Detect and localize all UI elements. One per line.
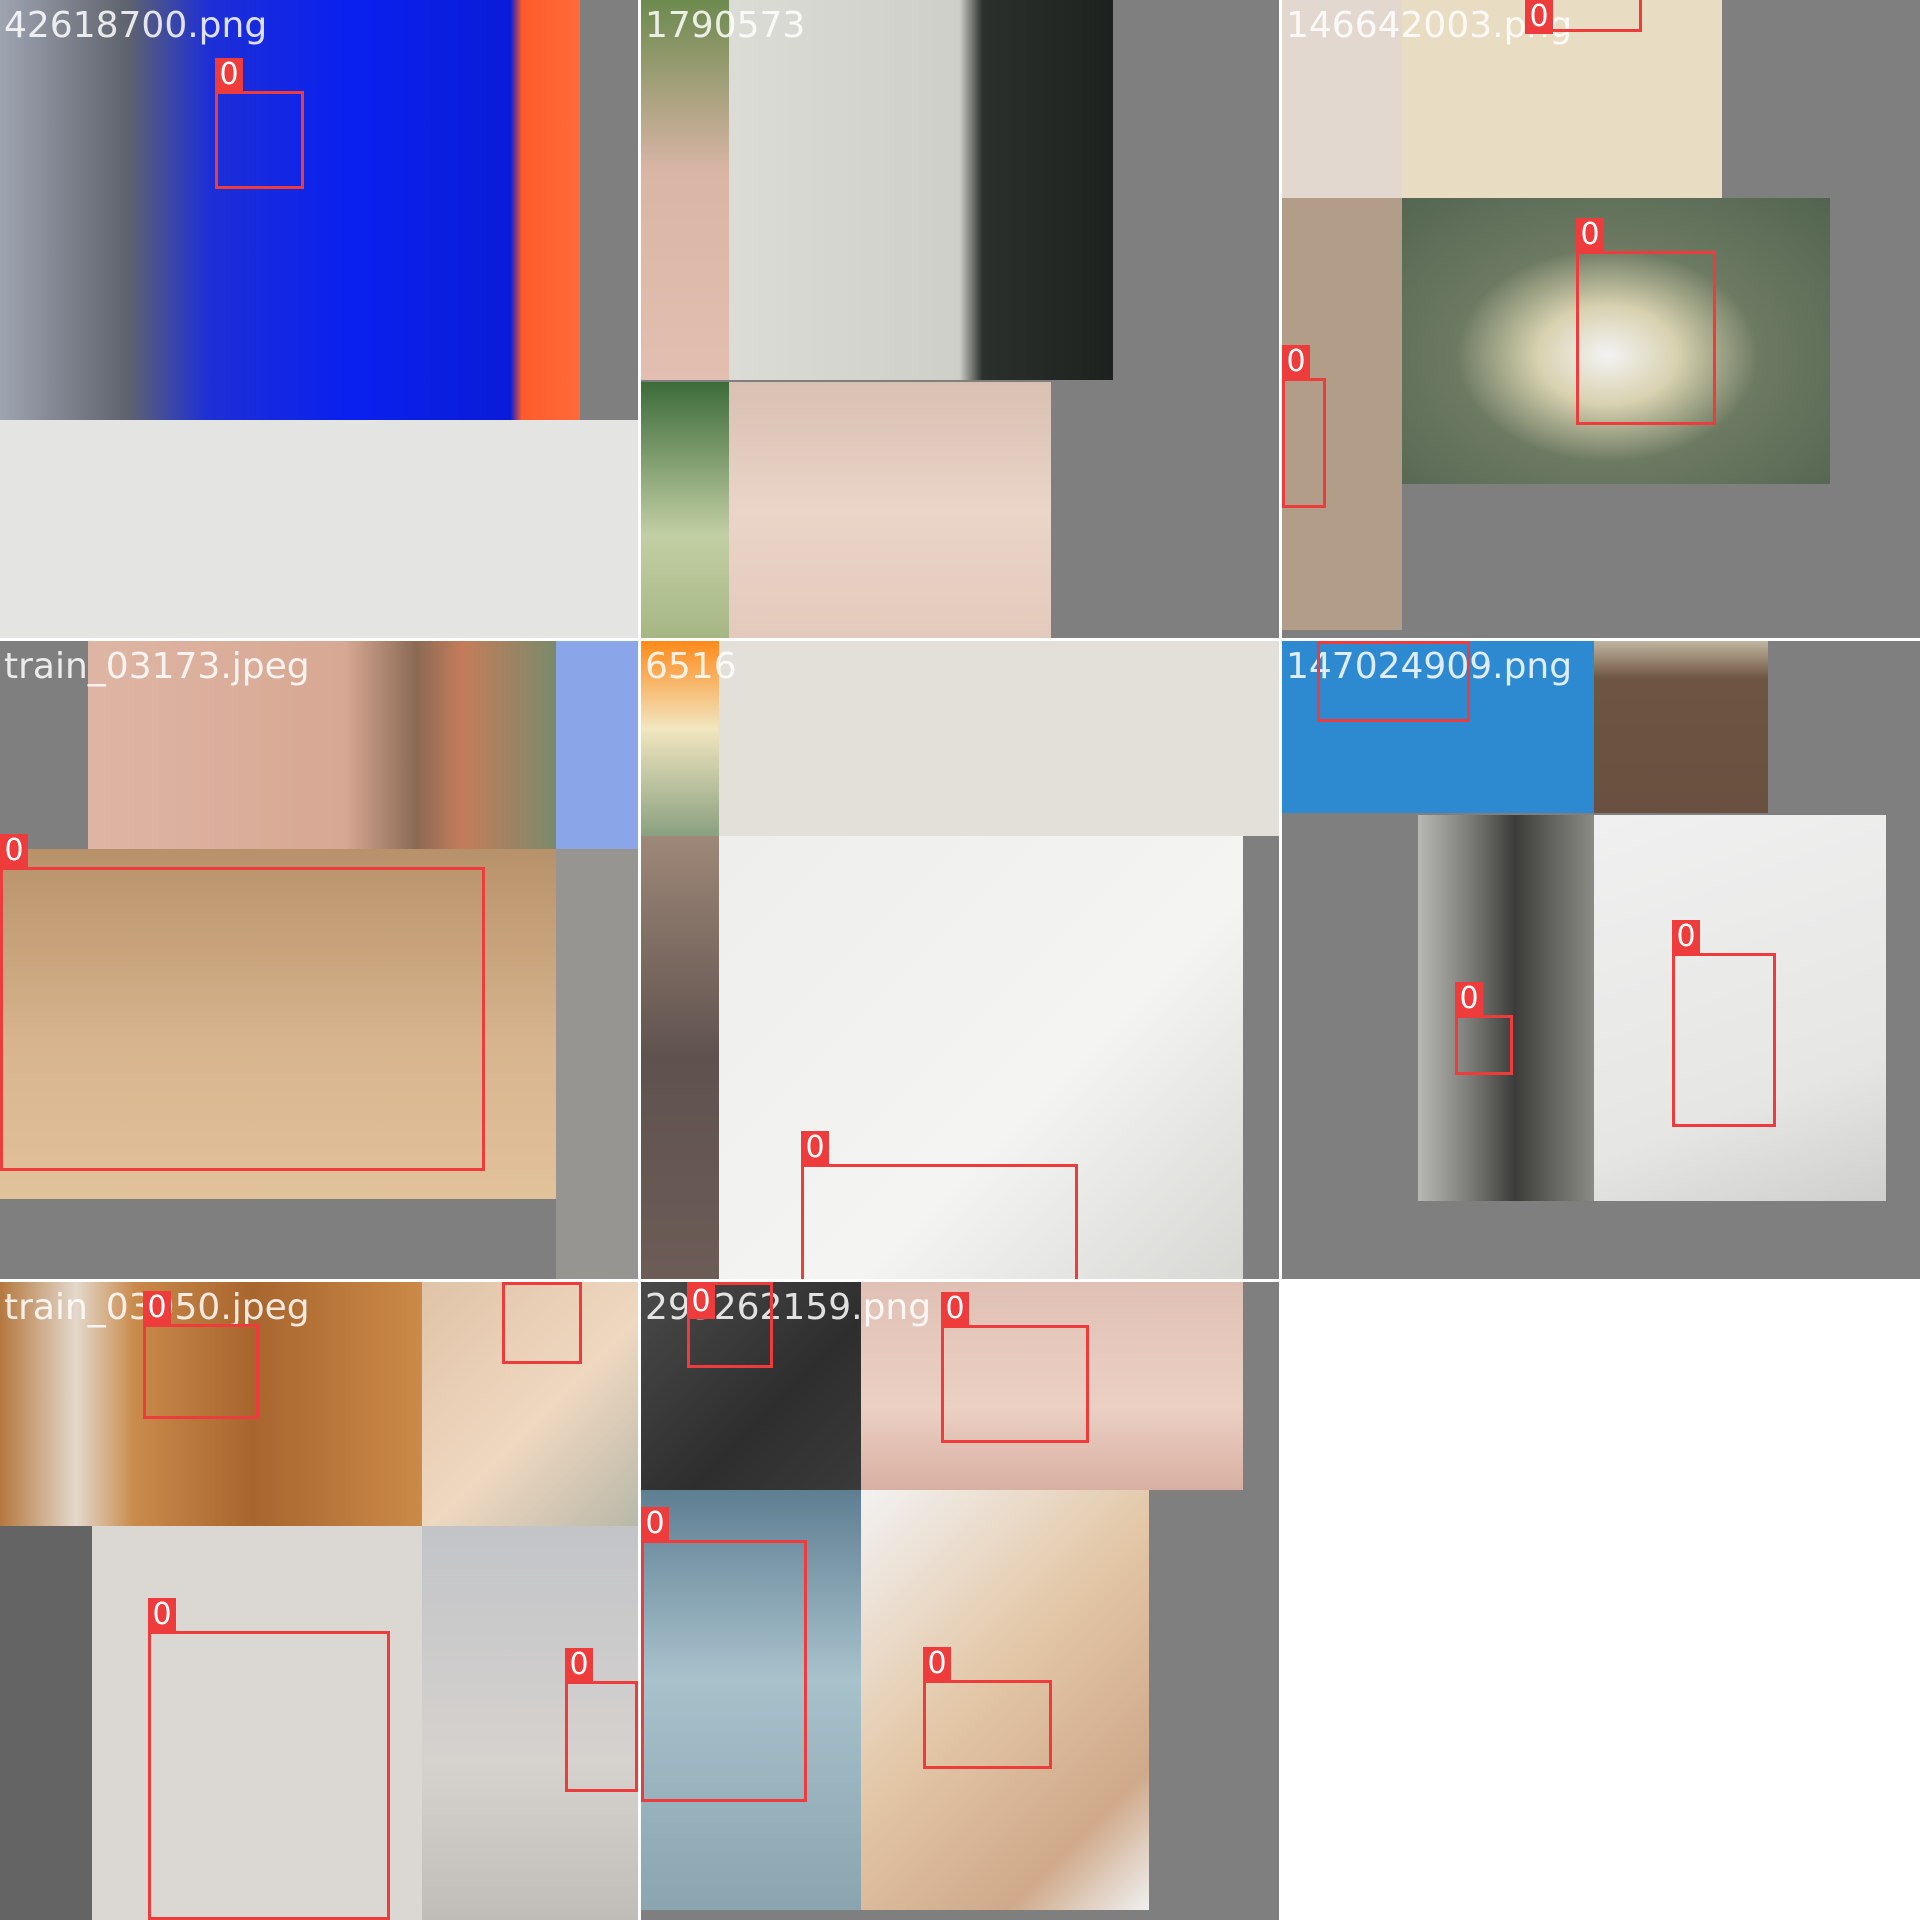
class-label: 0 [0, 834, 28, 868]
image-tile [861, 1490, 1149, 1910]
detection-box: 0 [1672, 920, 1776, 1127]
image-tile [556, 849, 638, 1279]
image-tile [556, 641, 638, 849]
class-label: 0 [215, 58, 243, 92]
image-tile [641, 382, 729, 638]
image-tile [92, 1526, 422, 1920]
mosaic-cell: 42618700.png 0 [0, 0, 638, 638]
class-label: 0 [565, 1648, 593, 1682]
image-tile [0, 1282, 422, 1526]
detection-box: 0 [641, 1507, 807, 1802]
class-label: 0 [923, 1647, 951, 1681]
image-tile [1594, 815, 1886, 1201]
class-label: 0 [687, 1285, 715, 1319]
class-label: 0 [1525, 0, 1553, 34]
class-label: 0 [1282, 345, 1310, 379]
image-tile [641, 836, 719, 1279]
detection-box: 0 [148, 1598, 390, 1920]
image-tile [1418, 815, 1594, 1201]
mosaic-cell: 295262159.png 0 0 0 0 [641, 1282, 1279, 1920]
mosaic-cell: 147024909.png 0 0 0 [1282, 641, 1920, 1279]
image-tile [719, 641, 1279, 836]
image-tile [861, 1282, 1243, 1490]
detection-box: 0 [565, 1648, 638, 1792]
detection-box: 0 [923, 1647, 1052, 1769]
image-tile [1282, 641, 1594, 813]
detection-box: 0 [143, 1291, 259, 1419]
image-tile [0, 849, 556, 1199]
image-tile [641, 0, 729, 380]
class-label: 0 [143, 1291, 171, 1325]
class-label: 0 [941, 1292, 969, 1326]
class-label: 0 [1672, 920, 1700, 954]
detection-box: 0 [1576, 218, 1716, 425]
detection-box: 0 [687, 1282, 773, 1368]
image-tile [1282, 0, 1402, 198]
image-tile [641, 1282, 861, 1490]
mosaic-cell: train_03050.jpeg 0 0 0 0 [0, 1282, 638, 1920]
detection-box: 0 [502, 1282, 582, 1364]
mosaic-cell: 1790573 [641, 0, 1279, 638]
mosaic-cell: train_03173.jpeg 0 [0, 641, 638, 1279]
detection-box: 0 [215, 58, 304, 189]
image-tile [0, 1526, 92, 1920]
class-label: 0 [641, 1507, 669, 1541]
detection-box: 0 [1455, 982, 1513, 1075]
class-label: 0 [148, 1598, 176, 1632]
image-tile [641, 641, 719, 836]
image-tile [1282, 198, 1402, 630]
mosaic-cell: 146642003.png 0 0 0 [1282, 0, 1920, 638]
image-tile [0, 420, 638, 638]
image-tile [1402, 0, 1722, 198]
detection-box: 0 [801, 1131, 1078, 1279]
image-tile [422, 1282, 638, 1526]
image-tile [0, 0, 580, 420]
mosaic-cell: 6516 0 [641, 641, 1279, 1279]
image-tile [1594, 641, 1768, 813]
class-label: 0 [1317, 641, 1345, 642]
image-tile [729, 0, 1113, 380]
detection-box: 0 [1282, 345, 1326, 508]
image-tile [88, 641, 556, 849]
image-tile [422, 1526, 638, 1920]
class-label: 0 [1576, 218, 1604, 252]
image-tile [641, 1490, 861, 1910]
detection-box: 0 [1525, 0, 1642, 34]
class-label: 0 [502, 1282, 530, 1283]
image-tile [1402, 198, 1830, 484]
detection-box: 0 [941, 1292, 1089, 1443]
image-tile [729, 382, 1051, 638]
class-label: 0 [1455, 982, 1483, 1016]
detection-box: 0 [0, 834, 485, 1171]
detection-box: 0 [1317, 641, 1470, 722]
image-tile [719, 836, 1243, 1279]
class-label: 0 [801, 1131, 829, 1165]
